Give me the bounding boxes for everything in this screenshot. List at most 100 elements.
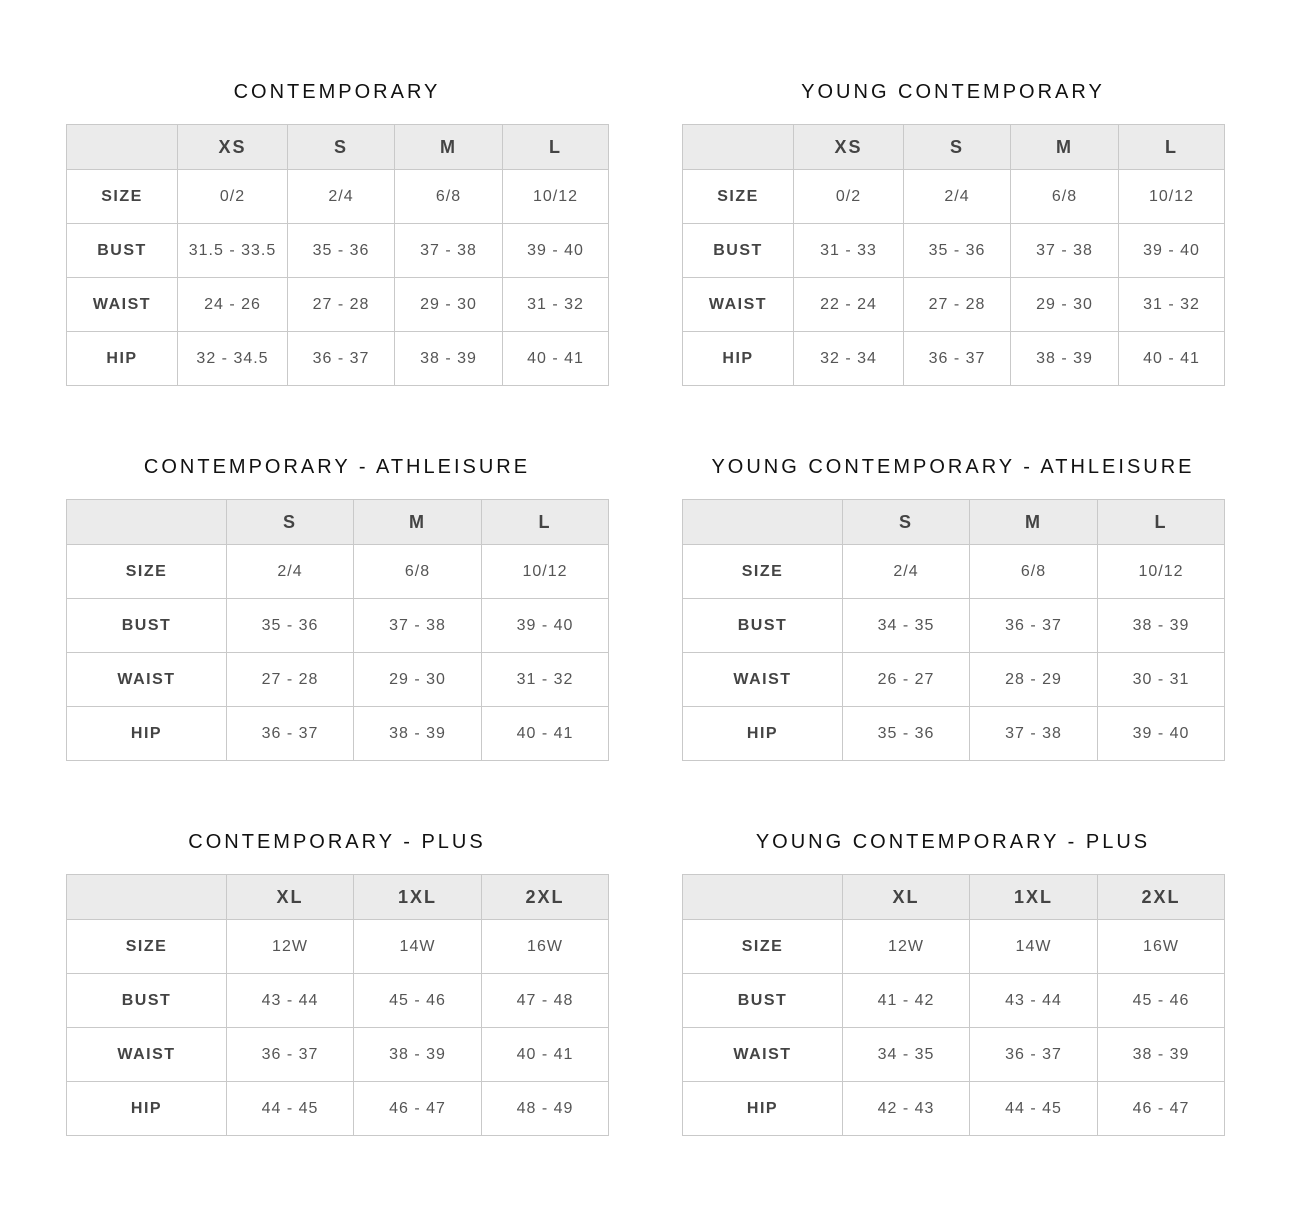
table-row: WAIST 27 - 28 29 - 30 31 - 32 — [66, 652, 609, 707]
table-row: BUST 31.5 - 33.5 35 - 36 37 - 38 39 - 40 — [66, 223, 609, 278]
measurement-cell: 47 - 48 — [481, 973, 609, 1028]
chart-title: CONTEMPORARY - PLUS — [188, 831, 486, 853]
corner-cell — [682, 124, 794, 170]
measurement-cell: 36 - 37 — [903, 331, 1011, 386]
table-row: WAIST 26 - 27 28 - 29 30 - 31 — [682, 652, 1225, 707]
measurement-cell: 40 - 41 — [1118, 331, 1225, 386]
size-chart: YOUNG CONTEMPORARY - ATHLEISURE S M L SIZE 2/… — [682, 452, 1225, 761]
table-row: BUST 34 - 35 36 - 37 38 - 39 — [682, 598, 1225, 653]
measurement-cell: 14W — [969, 919, 1098, 974]
row-label: WAIST — [682, 652, 843, 707]
column-header: 1XL — [353, 874, 482, 920]
measurement-cell: 48 - 49 — [481, 1081, 609, 1136]
size-table: XL 1XL 2XL SIZE 12W 14W 16W BUST 41 - 42 43 - 44 4… — [682, 874, 1225, 1136]
measurement-cell: 35 - 36 — [842, 706, 970, 761]
measurement-cell: 46 - 47 — [353, 1081, 482, 1136]
chart-title: CONTEMPORARY - ATHLEISURE — [143, 456, 531, 478]
corner-cell — [682, 874, 843, 920]
row-label: WAIST — [66, 652, 227, 707]
measurement-cell: 40 - 41 — [481, 706, 609, 761]
table-row: WAIST 22 - 24 27 - 28 29 - 30 31 - 32 — [682, 277, 1225, 332]
measurement-cell: 34 - 35 — [842, 598, 970, 653]
column-header: 2XL — [481, 874, 609, 920]
row-label: HIP — [66, 706, 227, 761]
measurement-cell: 10/12 — [502, 169, 609, 224]
measurement-cell: 2/4 — [287, 169, 395, 224]
measurement-cell: 26 - 27 — [842, 652, 970, 707]
measurement-cell: 30 - 31 — [1097, 652, 1225, 707]
measurement-cell: 12W — [226, 919, 354, 974]
size-table: S M L SIZE 2/4 6/8 10/12 BUST 35 - 36 37 - 38 39 -… — [66, 499, 609, 761]
measurement-cell: 46 - 47 — [1097, 1081, 1225, 1136]
measurement-cell: 10/12 — [1097, 544, 1225, 599]
measurement-cell: 27 - 28 — [903, 277, 1011, 332]
table-row: WAIST 36 - 37 38 - 39 40 - 41 — [66, 1027, 609, 1082]
chart-title: CONTEMPORARY — [233, 81, 441, 103]
row-label: WAIST — [682, 277, 794, 332]
measurement-cell: 29 - 30 — [394, 277, 503, 332]
measurement-cell: 40 - 41 — [502, 331, 609, 386]
measurement-cell: 31 - 32 — [502, 277, 609, 332]
table-row: WAIST 24 - 26 27 - 28 29 - 30 31 - 32 — [66, 277, 609, 332]
measurement-cell: 14W — [353, 919, 482, 974]
row-label: BUST — [66, 223, 178, 278]
measurement-cell: 38 - 39 — [394, 331, 503, 386]
header-row: XS S M L — [66, 124, 609, 170]
measurement-cell: 32 - 34 — [793, 331, 904, 386]
column-header: XS — [177, 124, 288, 170]
column-header: 1XL — [969, 874, 1098, 920]
measurement-cell: 34 - 35 — [842, 1027, 970, 1082]
row-label: WAIST — [682, 1027, 843, 1082]
measurement-cell: 37 - 38 — [969, 706, 1098, 761]
measurement-cell: 22 - 24 — [793, 277, 904, 332]
measurement-cell: 38 - 39 — [1010, 331, 1119, 386]
corner-cell — [66, 874, 227, 920]
measurement-cell: 40 - 41 — [481, 1027, 609, 1082]
measurement-cell: 37 - 38 — [394, 223, 503, 278]
table-row: WAIST 34 - 35 36 - 37 38 - 39 — [682, 1027, 1225, 1082]
measurement-cell: 39 - 40 — [1118, 223, 1225, 278]
row-label: HIP — [682, 1081, 843, 1136]
row-label: HIP — [66, 1081, 227, 1136]
corner-cell — [66, 124, 178, 170]
corner-cell — [66, 499, 227, 545]
measurement-cell: 16W — [1097, 919, 1225, 974]
measurement-cell: 45 - 46 — [353, 973, 482, 1028]
measurement-cell: 16W — [481, 919, 609, 974]
measurement-cell: 6/8 — [394, 169, 503, 224]
measurement-cell: 10/12 — [481, 544, 609, 599]
column-header: S — [287, 124, 395, 170]
chart-title: YOUNG CONTEMPORARY - ATHLEISURE — [711, 456, 1195, 478]
chart-title: YOUNG CONTEMPORARY - PLUS — [755, 831, 1151, 853]
measurement-cell: 35 - 36 — [903, 223, 1011, 278]
measurement-cell: 31 - 32 — [481, 652, 609, 707]
measurement-cell: 42 - 43 — [842, 1081, 970, 1136]
column-header: XL — [842, 874, 970, 920]
measurement-cell: 32 - 34.5 — [177, 331, 288, 386]
measurement-cell: 27 - 28 — [226, 652, 354, 707]
size-table: XL 1XL 2XL SIZE 12W 14W 16W BUST 43 - 44 45 - 46 4… — [66, 874, 609, 1136]
row-label: BUST — [682, 973, 843, 1028]
table-row: HIP 42 - 43 44 - 45 46 - 47 — [682, 1081, 1225, 1136]
measurement-cell: 39 - 40 — [481, 598, 609, 653]
measurement-cell: 38 - 39 — [353, 706, 482, 761]
row-label: SIZE — [682, 919, 843, 974]
column-header: S — [842, 499, 970, 545]
measurement-cell: 31.5 - 33.5 — [177, 223, 288, 278]
chart-title: YOUNG CONTEMPORARY — [801, 81, 1105, 103]
table-row: BUST 31 - 33 35 - 36 37 - 38 39 - 40 — [682, 223, 1225, 278]
table-row: SIZE 12W 14W 16W — [682, 919, 1225, 974]
measurement-cell: 6/8 — [353, 544, 482, 599]
table-row: HIP 32 - 34.5 36 - 37 38 - 39 40 - 41 — [66, 331, 609, 386]
measurement-cell: 35 - 36 — [287, 223, 395, 278]
row-label: WAIST — [66, 277, 178, 332]
measurement-cell: 43 - 44 — [969, 973, 1098, 1028]
table-row: BUST 35 - 36 37 - 38 39 - 40 — [66, 598, 609, 653]
measurement-cell: 44 - 45 — [969, 1081, 1098, 1136]
column-header: M — [353, 499, 482, 545]
column-header: S — [226, 499, 354, 545]
table-row: HIP 44 - 45 46 - 47 48 - 49 — [66, 1081, 609, 1136]
measurement-cell: 37 - 38 — [353, 598, 482, 653]
row-label: BUST — [682, 223, 794, 278]
